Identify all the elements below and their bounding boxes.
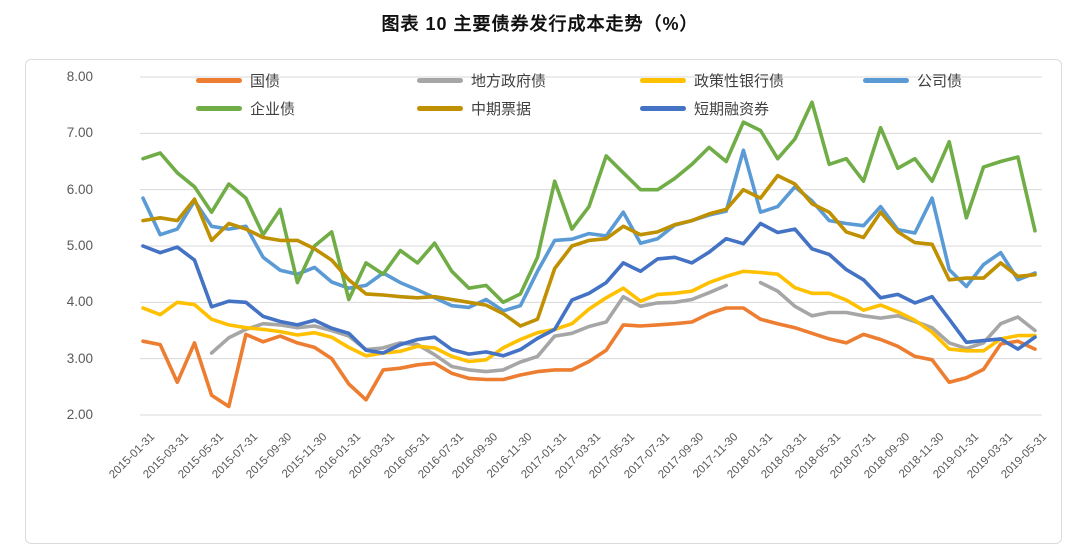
- series-line-地方政府债: [209, 283, 729, 374]
- series-line-中期票据: [141, 173, 1037, 328]
- legend-item-政策性银行债: 政策性银行债: [640, 70, 784, 90]
- legend-label: 短期融资券: [694, 100, 770, 118]
- legend-label: 企业债: [250, 100, 296, 118]
- series-line-地方政府债: [758, 280, 1037, 351]
- legend-label: 公司债: [917, 72, 963, 90]
- legend-label: 中期票据: [471, 100, 532, 118]
- chart-title: 图表 10 主要债券发行成本走势（%）: [381, 14, 699, 34]
- y-tick-label: 5.00: [66, 237, 93, 253]
- legend-label: 政策性银行债: [694, 72, 785, 90]
- legend-swatch-icon: [417, 77, 463, 83]
- legend-item-地方政府债: 地方政府债: [417, 70, 546, 90]
- legend-item-中期票据: 中期票据: [417, 98, 531, 118]
- series-line-短期融资券: [141, 221, 1037, 358]
- legend-item-公司债: 公司债: [863, 70, 962, 90]
- series-line-公司债: [141, 148, 1037, 313]
- legend-swatch-icon: [196, 105, 242, 111]
- legend-item-国债: 国债: [196, 70, 280, 90]
- legend-swatch-icon: [640, 105, 686, 111]
- legend-label: 地方政府债: [471, 72, 547, 90]
- legend-swatch-icon: [417, 105, 463, 111]
- series-line-企业债: [141, 100, 1037, 305]
- y-tick-label: 6.00: [66, 181, 93, 197]
- y-tick-label: 4.00: [66, 294, 93, 310]
- y-tick-label: 8.00: [66, 69, 93, 84]
- legend-swatch-icon: [196, 77, 242, 83]
- series-line-政策性银行债: [141, 269, 1037, 364]
- legend-swatch-icon: [640, 77, 686, 83]
- legend-label: 国债: [250, 72, 281, 90]
- legend-swatch-icon: [863, 77, 909, 83]
- legend-item-短期融资券: 短期融资券: [640, 98, 769, 118]
- legend-item-企业债: 企业债: [196, 98, 295, 118]
- y-tick-label: 2.00: [66, 406, 93, 422]
- y-tick-label: 7.00: [66, 125, 93, 141]
- y-tick-label: 3.00: [66, 350, 93, 366]
- series-line-国债: [141, 306, 1037, 409]
